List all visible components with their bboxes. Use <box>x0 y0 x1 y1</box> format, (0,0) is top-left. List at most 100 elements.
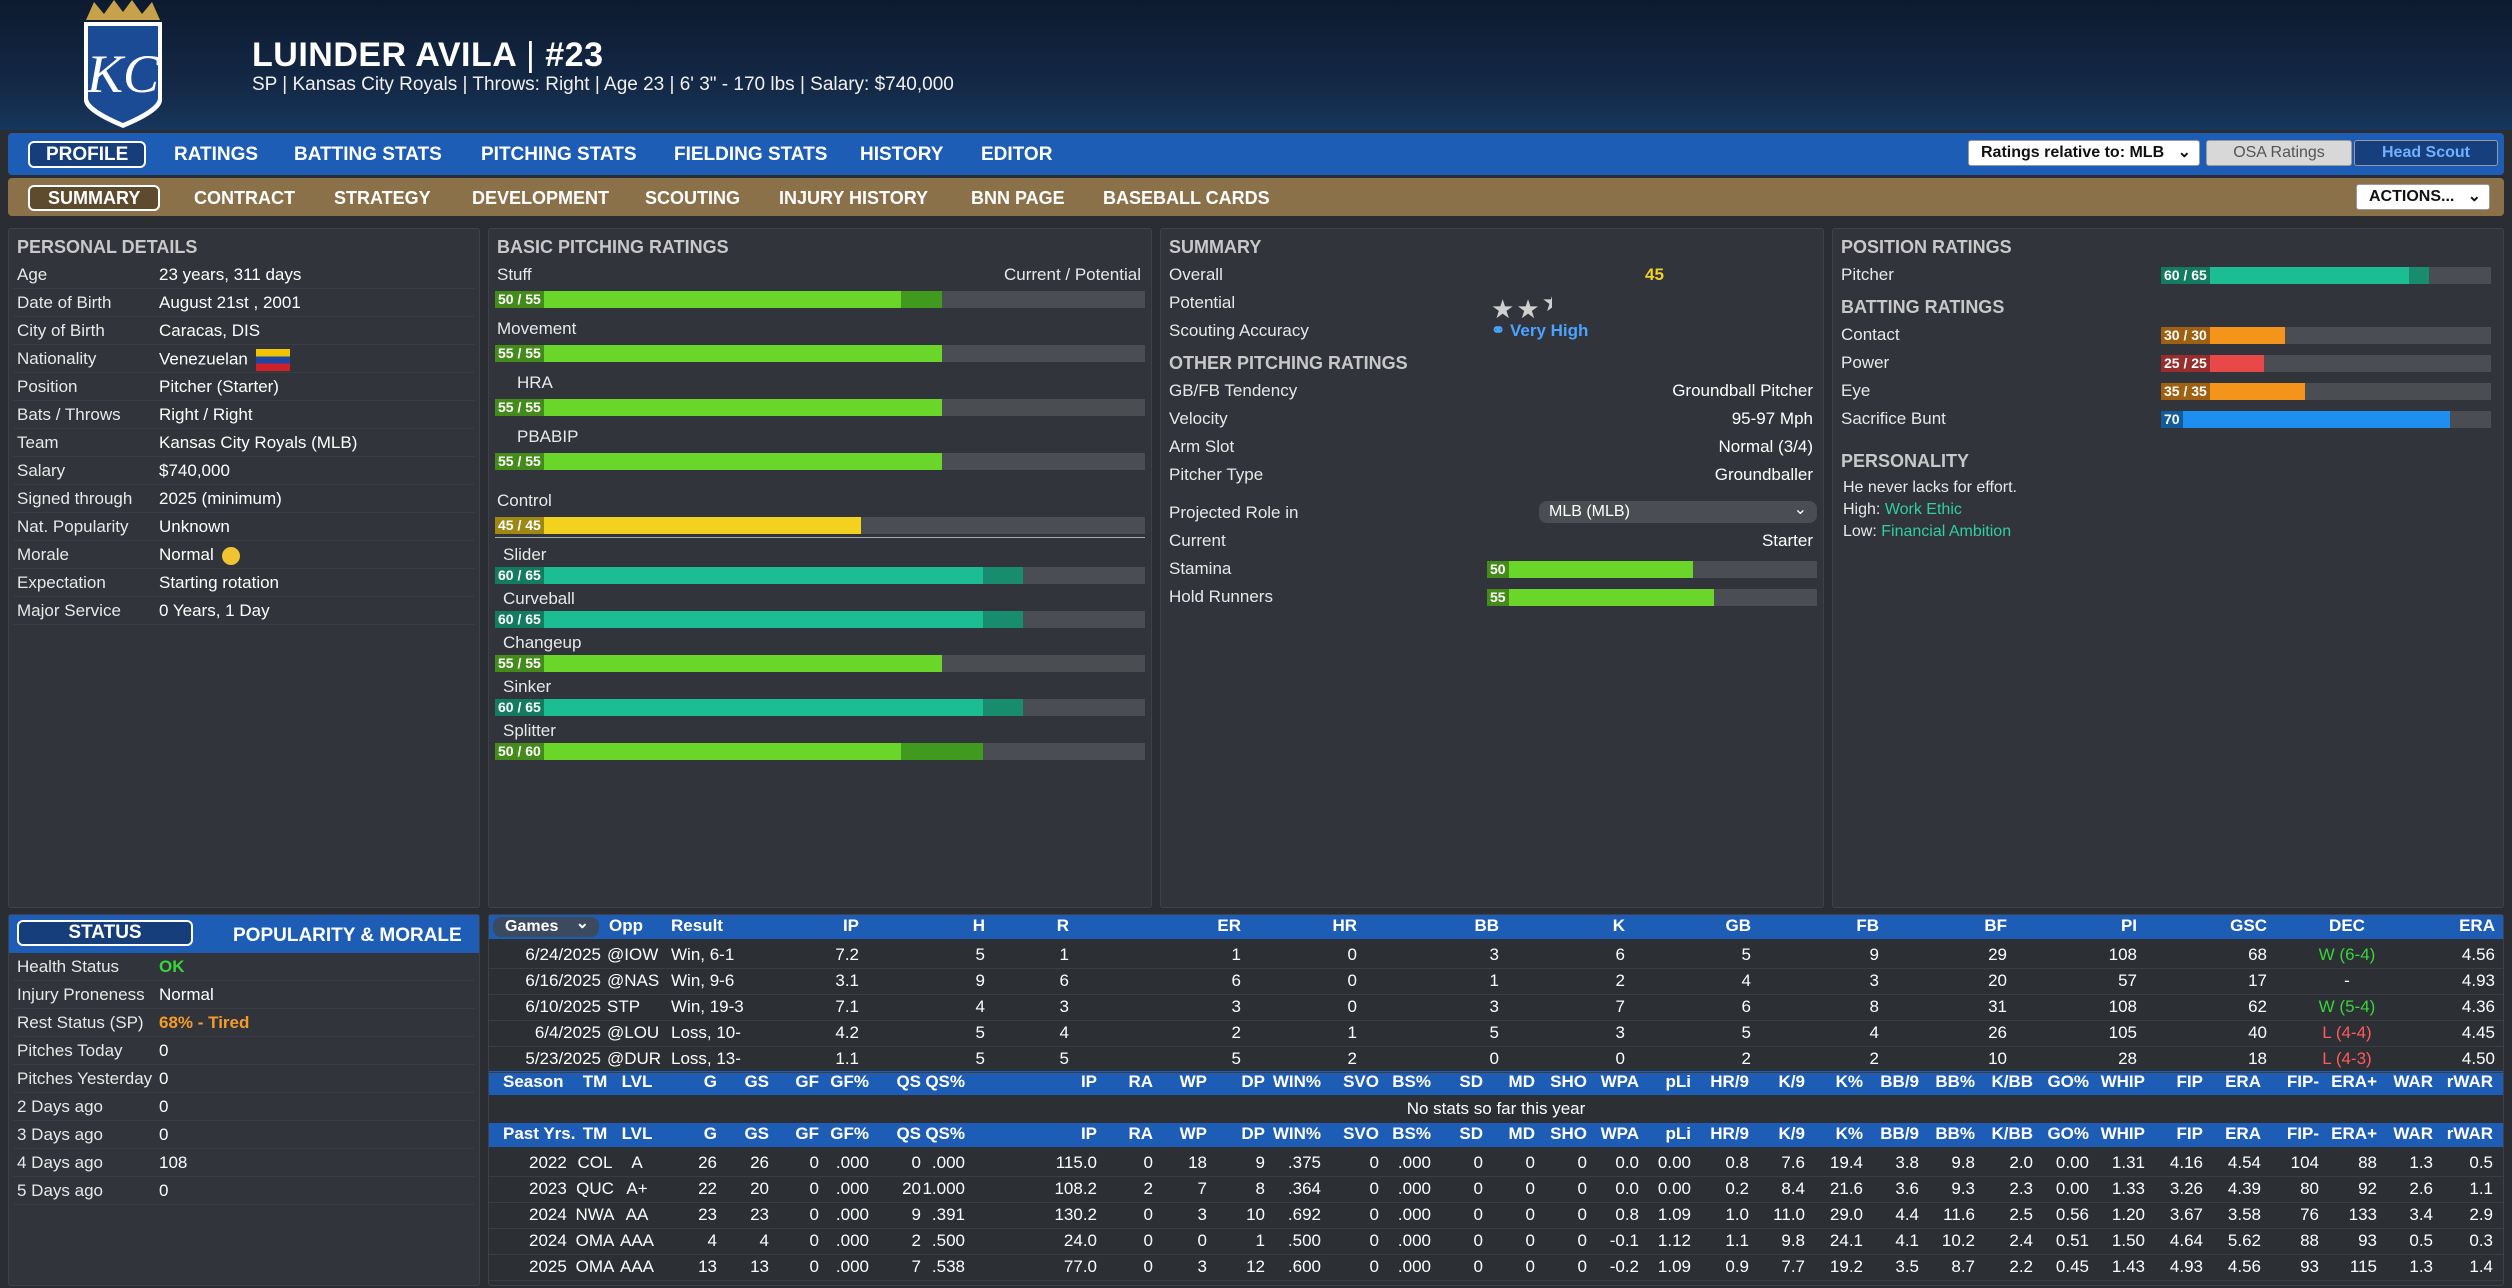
summary-panel: SUMMARY Overall 45 Potential ★★★ Scoutin… <box>1160 228 1824 908</box>
tab-contract[interactable]: CONTRACT <box>194 188 295 208</box>
table-cell: AAA <box>619 1257 655 1276</box>
tab-popularity-morale[interactable]: POPULARITY & MORALE <box>233 925 462 946</box>
table-cell: 7 <box>1615 997 1625 1016</box>
detail-value: Pitcher (Starter) <box>159 377 279 396</box>
detail-label: Signed through <box>17 489 133 508</box>
current-role-label: Current <box>1169 531 1226 550</box>
table-cell: 1.3 <box>2409 1153 2433 1172</box>
table-cell: OMA <box>575 1257 615 1276</box>
actions-dropdown[interactable]: ACTIONS... ⌄ <box>2356 184 2490 210</box>
tab-profile[interactable]: PROFILE <box>28 141 147 168</box>
overall-label: Overall <box>1169 265 1223 284</box>
column-header: WAR <box>2393 1072 2433 1091</box>
detail-value: Unknown <box>159 517 230 536</box>
batting-bar: 25 / 25 <box>2161 355 2491 372</box>
column-header: WHIP <box>2100 1072 2145 1091</box>
projected-role-select[interactable]: MLB (MLB) ⌄ <box>1539 501 1817 523</box>
table-cell: 4.93 <box>2461 971 2495 990</box>
table-cell: 0 <box>1525 1257 1535 1276</box>
table-cell: 23 <box>750 1205 769 1224</box>
table-cell: 8.7 <box>1951 1257 1975 1276</box>
table-cell: 1.1 <box>1725 1231 1749 1250</box>
table-cell: 5 <box>1489 1023 1499 1042</box>
tab-development[interactable]: DEVELOPMENT <box>472 188 610 208</box>
other-rating-label: Velocity <box>1169 409 1228 428</box>
head-scout-button[interactable]: Head Scout <box>2354 140 2498 166</box>
tab-status[interactable]: STATUS <box>17 920 193 946</box>
tab-injury-history[interactable]: INJURY HISTORY <box>779 188 929 208</box>
column-header: RA <box>1128 1072 1153 1091</box>
chevron-down-icon: ⌄ <box>575 915 589 932</box>
detail-value: $740,000 <box>159 461 230 480</box>
column-header: GF% <box>830 1072 869 1091</box>
table-cell: 0.3 <box>2469 1231 2493 1250</box>
table-cell: NWA <box>575 1205 615 1224</box>
table-cell: 6 <box>1059 971 1069 990</box>
table-cell: 4.54 <box>2227 1153 2261 1172</box>
sub-nav: SUMMARY CONTRACT STRATEGY DEVELOPMENT SC… <box>8 178 2504 216</box>
table-cell: 0.8 <box>1615 1205 1639 1224</box>
table-cell: 0.51 <box>2055 1231 2089 1250</box>
table-cell: .000 <box>1397 1231 1431 1250</box>
table-cell: 108.2 <box>1054 1179 1097 1198</box>
tab-baseball-cards[interactable]: BASEBALL CARDS <box>1103 188 1270 208</box>
tab-summary[interactable]: SUMMARY <box>28 185 161 211</box>
detail-value: Kansas City Royals (MLB) <box>159 433 358 452</box>
table-cell: AA <box>625 1205 649 1224</box>
table-cell: .692 <box>1287 1205 1321 1224</box>
table-cell: 0 <box>1525 1153 1535 1172</box>
games-select[interactable]: Games ⌄ <box>493 915 599 937</box>
table-cell: 3 <box>1197 1257 1207 1276</box>
table-cell: 108 <box>2108 997 2137 1016</box>
table-cell: 1.0 <box>1725 1205 1749 1224</box>
row-divider <box>13 428 475 429</box>
status-label: 4 Days ago <box>17 1153 103 1172</box>
rating-value: 60 / 65 <box>495 699 544 716</box>
column-header: MD <box>1508 1124 1535 1143</box>
current-fill <box>495 291 902 308</box>
row-divider <box>489 1202 2503 1203</box>
tab-fielding-stats[interactable]: FIELDING STATS <box>674 144 828 165</box>
table-cell: 9.8 <box>1951 1153 1975 1172</box>
column-header: GB <box>1725 916 1752 935</box>
basic-pitching-panel: BASIC PITCHING RATINGS Current / Potenti… <box>488 228 1152 908</box>
tab-batting-stats[interactable]: BATTING STATS <box>294 144 442 165</box>
table-cell: 4 <box>759 1231 769 1250</box>
table-cell: A+ <box>626 1179 648 1198</box>
batting-bar: 70 <box>2161 411 2491 428</box>
current-fill <box>495 517 861 534</box>
table-cell: 9 <box>911 1205 921 1224</box>
table-cell: 5 <box>1231 1049 1241 1068</box>
table-cell: .000 <box>1397 1205 1431 1224</box>
tab-scouting[interactable]: SCOUTING <box>645 188 741 208</box>
status-label: Injury Proneness <box>17 985 145 1004</box>
table-cell: OMA <box>575 1231 615 1250</box>
summary-title: SUMMARY <box>1169 237 1262 257</box>
tab-editor[interactable]: EDITOR <box>981 144 1053 165</box>
tab-pitching-stats[interactable]: PITCHING STATS <box>481 144 637 165</box>
column-header: WHIP <box>2100 1124 2145 1143</box>
table-cell: 0.56 <box>2055 1205 2089 1224</box>
table-cell: 2023 <box>529 1179 567 1198</box>
ratings-relative-select[interactable]: Ratings relative to: MLB ⌄ <box>1968 140 2200 166</box>
hold-runners-label: Hold Runners <box>1169 587 1273 606</box>
row-divider <box>13 400 475 401</box>
detail-value: Normal <box>159 545 240 565</box>
table-cell: 4.2 <box>835 1023 859 1042</box>
table-cell: 5 <box>975 1049 985 1068</box>
table-cell: 88 <box>2358 1153 2377 1172</box>
tab-history[interactable]: HISTORY <box>860 144 944 165</box>
row-divider <box>13 512 475 513</box>
table-cell: 5 <box>975 945 985 964</box>
tab-ratings[interactable]: RATINGS <box>174 144 259 165</box>
table-cell: 1.1 <box>2469 1179 2493 1198</box>
tab-strategy[interactable]: STRATEGY <box>334 188 431 208</box>
position-ratings-panel: POSITION RATINGS Pitcher 60 / 65 BATTING… <box>1832 228 2504 908</box>
table-cell: 4.50 <box>2461 1049 2495 1068</box>
table-cell: 0 <box>1473 1231 1483 1250</box>
table-cell: 2024 <box>529 1231 567 1250</box>
osa-ratings-button[interactable]: OSA Ratings <box>2206 140 2352 166</box>
tab-bnn-page[interactable]: BNN PAGE <box>971 188 1065 208</box>
past-years-header: Past Yrs. TM LVL G GS GF GF% QS QS% IP RA WP DP WIN% S… <box>489 1123 2503 1147</box>
detail-label: Nationality <box>17 349 97 368</box>
